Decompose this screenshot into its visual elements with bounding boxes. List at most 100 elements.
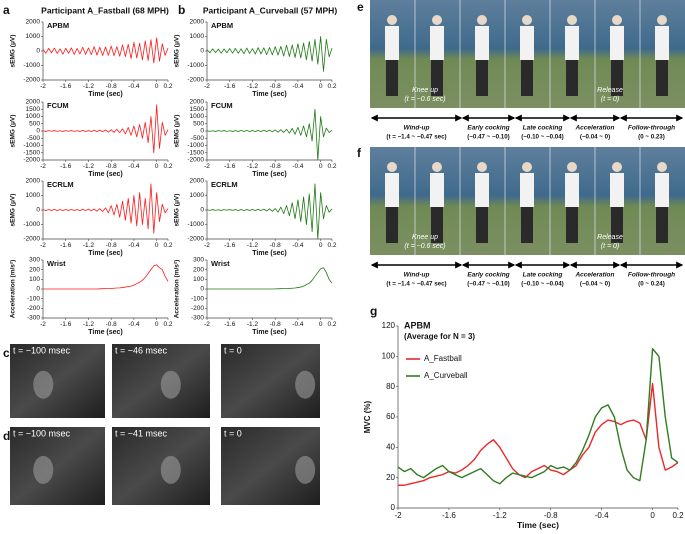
player-body xyxy=(385,26,399,60)
x-axis-label: Time (sec) xyxy=(517,520,559,530)
data-line xyxy=(397,348,679,485)
x-tick-label: 0.2 xyxy=(327,321,336,328)
y-tick-label: -1000 xyxy=(187,62,204,69)
player-legs xyxy=(566,60,578,96)
y-tick-label: 1000 xyxy=(26,113,41,120)
player-body xyxy=(430,26,444,60)
x-tick-label: -0.4 xyxy=(292,242,304,249)
x-tick-label: -1.2 xyxy=(247,321,259,328)
x-tick-label: -0.4 xyxy=(292,83,304,90)
column-title: Participant A_Fastball (68 MPH) xyxy=(41,5,169,15)
player-head xyxy=(387,162,397,172)
player-legs xyxy=(611,60,623,96)
panel-label: e xyxy=(357,0,364,14)
x-axis-label: Time (sec) xyxy=(252,171,287,178)
x-tick-label: 0.2 xyxy=(163,321,172,328)
y-tick-label: 120 xyxy=(382,321,396,330)
photos: t = −100 msec t = −46 msec t = 0 t = −100 m… xyxy=(10,0,685,505)
y-axis-label: Acceleration (m/s²) xyxy=(10,260,17,319)
player-body xyxy=(385,173,399,207)
phase-range: (−0.47 ~ −0.10) xyxy=(467,281,510,288)
y-tick-label: 100 xyxy=(29,276,40,283)
y-tick-label: -300 xyxy=(191,315,204,322)
phase-name: Follow-through xyxy=(628,272,675,279)
player-head xyxy=(477,15,487,25)
phase-name: Wind-up xyxy=(404,125,430,132)
y-tick-label: -1000 xyxy=(23,221,40,228)
y-tick-label: -1500 xyxy=(187,149,204,156)
chart-title: FCUM xyxy=(47,101,69,110)
x-tick-label: -1.6 xyxy=(224,321,236,328)
y-tick-label: -1500 xyxy=(23,149,40,156)
annotation: (t = 0) xyxy=(601,96,619,103)
player-head xyxy=(387,15,397,25)
x-tick-label: -1.2 xyxy=(247,163,259,170)
y-tick-label: 500 xyxy=(29,120,40,127)
y-tick-label: 2000 xyxy=(190,19,205,26)
x-tick-label: -0.8 xyxy=(270,321,282,328)
x-tick-label: -0.4 xyxy=(128,83,140,90)
data-line xyxy=(206,183,333,240)
x-tick-label: 0 xyxy=(319,83,323,90)
player-body xyxy=(430,173,444,207)
chart-title: ECRLM xyxy=(211,180,238,189)
annotation: Knee up xyxy=(412,87,438,94)
x-tick-label: -1.2 xyxy=(83,163,95,170)
y-tick-label: -100 xyxy=(27,295,40,302)
x-tick-label: -1.6 xyxy=(60,242,72,249)
phase-name: Wind-up xyxy=(404,272,430,279)
y-tick-label: 1500 xyxy=(190,106,205,113)
player-head xyxy=(432,162,442,172)
player-legs xyxy=(566,207,578,243)
data-line xyxy=(207,267,333,290)
x-tick-label: 0.2 xyxy=(163,163,172,170)
x-tick-label: 0 xyxy=(155,83,159,90)
x-axis-label: Time (sec) xyxy=(252,329,287,336)
y-tick-label: 1500 xyxy=(26,106,41,113)
photo-time-label: t = 0 xyxy=(224,428,242,438)
chart-title: Wrist xyxy=(47,259,66,268)
y-tick-label: 0 xyxy=(36,286,40,293)
x-tick-label: -2 xyxy=(40,242,46,249)
player-legs xyxy=(476,60,488,96)
chart-subtitle: (Average for N = 3) xyxy=(404,332,475,341)
y-axis-label: sEMG (μV) xyxy=(174,115,181,148)
x-tick-label: -1.6 xyxy=(60,321,72,328)
x-tick-label: -0.8 xyxy=(106,83,118,90)
y-tick-label: -2000 xyxy=(187,77,204,84)
x-tick-label: 0 xyxy=(155,321,159,328)
player-head xyxy=(567,162,577,172)
y-tick-label: -1000 xyxy=(187,221,204,228)
y-axis-label: sEMG (μV) xyxy=(174,194,181,227)
x-tick-label: -1.6 xyxy=(224,163,236,170)
player-legs xyxy=(476,207,488,243)
x-tick-label: 0.2 xyxy=(163,83,172,90)
player-head xyxy=(612,15,622,25)
y-tick-label: -500 xyxy=(27,135,40,142)
photo-figure xyxy=(295,455,316,484)
x-tick-label: -0.8 xyxy=(106,242,118,249)
annotation: Release xyxy=(597,234,623,241)
data-line xyxy=(206,108,333,161)
y-tick-label: -300 xyxy=(27,315,40,322)
y-tick-label: 500 xyxy=(193,120,204,127)
data-line xyxy=(398,382,679,486)
annotation: (t = −0.6 sec) xyxy=(404,243,445,250)
annotation: (t = −0.6 sec) xyxy=(404,96,445,103)
phase-range: (−0.10 ~ −0.04) xyxy=(521,281,564,288)
x-tick-label: -1.2 xyxy=(247,242,259,249)
x-tick-label: 0 xyxy=(319,163,323,170)
x-tick-label: 0 xyxy=(319,321,323,328)
x-tick-label: -0.8 xyxy=(106,163,118,170)
data-line xyxy=(42,37,169,64)
y-tick-label: 300 xyxy=(193,257,204,264)
player-body xyxy=(565,26,579,60)
x-tick-label: -0.4 xyxy=(128,321,140,328)
photo-time-label: t = 0 xyxy=(224,345,242,355)
x-tick-label: -1.2 xyxy=(83,242,95,249)
x-tick-label: 0.2 xyxy=(163,242,172,249)
data-line xyxy=(206,36,333,72)
y-axis-label: sEMG (μV) xyxy=(10,35,17,68)
x-tick-label: -1.6 xyxy=(442,511,456,520)
phase-range: (−0.04 ~ 0) xyxy=(580,281,610,288)
